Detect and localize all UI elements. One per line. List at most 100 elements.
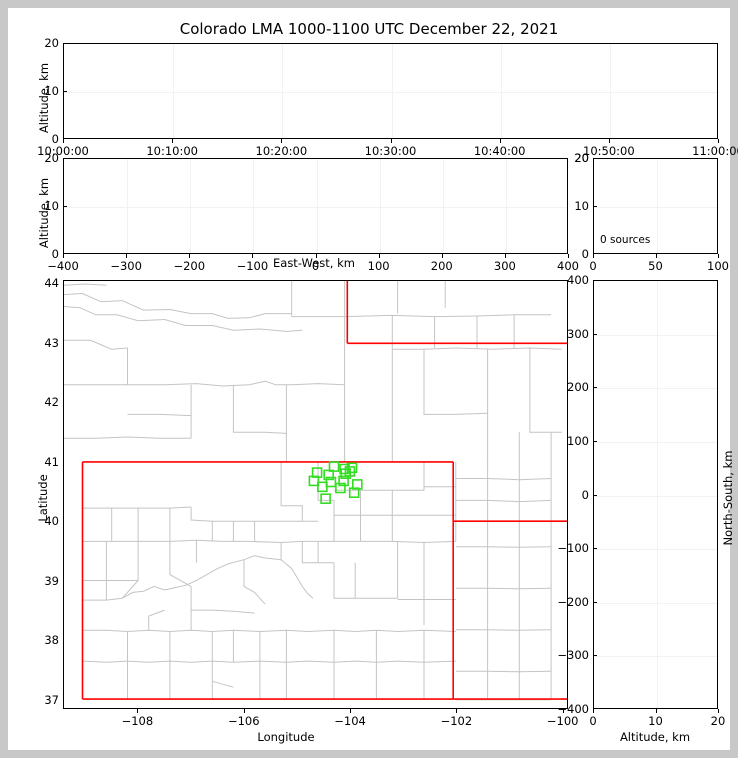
axis-tick-x [350,709,352,713]
county-boundary [280,542,314,599]
axis-tick-x [441,254,443,258]
county-boundary [291,314,552,318]
gridline-vertical [173,44,175,138]
county-boundary [64,380,345,387]
latitude-tick-label: 42 [44,395,59,410]
lma-source-marker [335,482,346,494]
gridline-vertical [500,44,502,138]
gridline-vertical [379,159,381,253]
axis-tick-x [390,139,392,143]
longitude-tick-label: −104 [334,714,366,728]
lma-source-marker [317,481,328,493]
north-south-tick-label: 100 [567,433,589,448]
axis-tick-x [499,139,501,143]
figure-title: Colorado LMA 1000-1100 UTC December 22, … [179,20,559,38]
north-south-altitude-panel[interactable] [593,280,718,709]
source-histogram-panel[interactable] [593,158,718,254]
north-south-tick-label: 400 [567,273,589,287]
gridline-horizontal [594,495,717,497]
county-boundary [82,555,282,601]
county-boundary [127,413,192,417]
altitude-ns-xlabel: Altitude, km [619,730,691,744]
county-boundary [455,478,552,481]
axis-tick-x [608,139,610,143]
time-height-panel[interactable] [63,43,718,139]
latitude-tick-label: 43 [44,335,59,350]
axis-tick-y [63,206,67,207]
gridline-horizontal [594,441,717,443]
source-count-annotation: 0 sources [600,234,651,246]
east-west-tick-label: −400 [47,259,79,273]
county-boundary [64,283,107,286]
axis-tick-x [568,254,569,258]
gridline-vertical [505,159,507,253]
east-west-tick-label: 200 [430,259,453,273]
gridline-vertical [609,44,611,138]
altitude-tick-label: 0 [589,714,597,728]
axis-tick-x [189,254,191,258]
north-south-tick-label: 200 [567,380,589,395]
latitude-tick-label: 39 [44,573,59,588]
latitude-tick-label: 44 [44,275,59,290]
east-west-tick-label: 0 [311,259,320,273]
east-west-tick-label: −100 [236,259,269,273]
gridline-vertical [190,159,192,253]
latitude-tick-label: 38 [44,633,59,648]
count-tick-label: 100 [707,259,729,273]
time-tick-label: 10:20:00 [255,144,308,158]
axis-tick-x [172,139,174,143]
axis-tick-x [456,709,458,713]
axis-tick-x [504,254,506,258]
lma-source-marker [340,468,352,479]
county-boundary [169,541,192,587]
county-boundary [243,559,266,605]
county-boundary [423,349,488,415]
time-tick-label: 10:10:00 [146,144,198,158]
county-boundary [301,541,334,564]
east-west-tick-label: 400 [557,259,579,273]
lma-source-marker [308,475,320,487]
county-boundary [232,384,287,434]
plan-view-map-panel[interactable] [63,280,568,709]
county-boundary [211,631,234,688]
axis-tick-x [315,254,317,258]
altitude-ew-ylabel: Altitude, km [37,177,51,249]
altitude-east-west-panel[interactable] [63,158,568,254]
gridline-horizontal [594,549,717,551]
axis-tick-x [63,254,64,258]
axis-tick-y [593,387,597,389]
lma-source-marker [348,487,360,498]
gridline-horizontal [594,207,717,208]
altitude-tick-label: 0 [51,132,59,146]
axis-tick-x [655,254,657,258]
altitude-tick-label: 10 [44,84,59,98]
north-south-tick-label: 300 [567,326,589,341]
axis-tick-x [718,139,719,143]
time-tick-label: 11:00:00 [692,144,738,158]
gridline-vertical [391,44,393,138]
lma-source-marker [346,462,358,474]
gridline-horizontal [64,207,567,208]
axis-tick-x [655,709,657,713]
gridline-vertical [656,159,658,253]
time-tick-label: 10:00:00 [37,144,89,158]
latitude-tick-label: 40 [44,514,59,529]
county-boundary [455,499,552,503]
gridline-horizontal [594,388,717,390]
north-south-tick-label: −300 [557,648,589,663]
county-boundary [333,562,398,599]
altitude-tick-label: 20 [710,714,726,728]
gridline-vertical [656,281,658,708]
county-boundary [82,660,456,663]
gridline-vertical [127,159,129,253]
axis-tick-x [137,709,139,713]
lma-source-marker [338,475,349,487]
axis-tick-x [281,139,283,143]
lma-source-marker [320,493,331,504]
axis-tick-y [593,440,597,442]
count-tick-label: 0 [589,259,597,273]
longitude-tick-label: −108 [121,714,154,728]
longitude-tick-label: −100 [546,714,579,728]
latitude-tick-label: 37 [44,693,59,708]
altitude-tick-label: 20 [574,151,589,165]
